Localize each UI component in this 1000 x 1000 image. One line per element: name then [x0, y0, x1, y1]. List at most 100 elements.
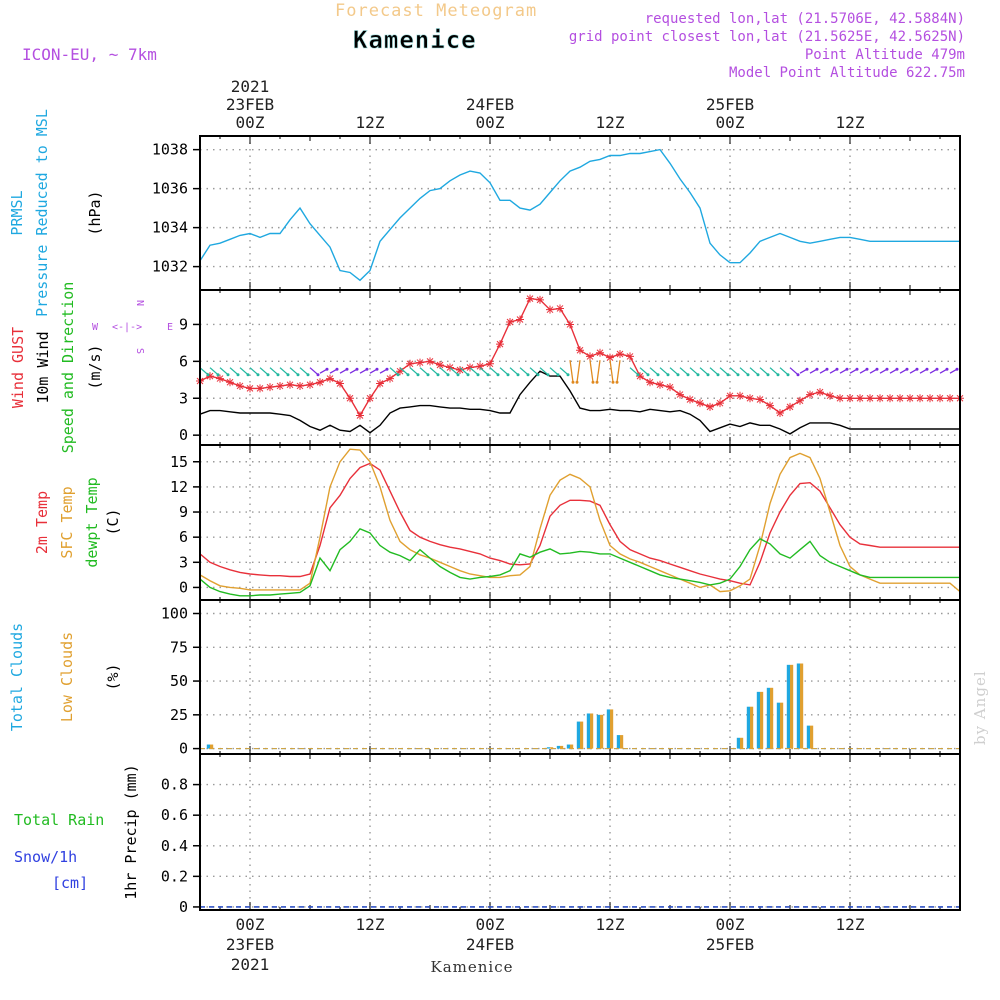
wind-arrow	[499, 367, 509, 376]
wind-arrow-head	[496, 373, 500, 377]
panel-unit: (m/s)	[86, 344, 104, 389]
gust-marker	[436, 361, 444, 370]
wind-arrow-head	[335, 367, 339, 371]
wind-arrow	[419, 367, 429, 376]
gust-marker	[656, 380, 664, 389]
wind-arrow	[749, 367, 759, 376]
wind-arrow-head	[365, 367, 369, 371]
series-line	[199, 148, 960, 282]
gust-marker	[206, 372, 214, 381]
wind-arrow	[789, 367, 799, 376]
y-tick-label: 9	[179, 503, 188, 521]
gust-marker	[626, 352, 634, 361]
wind-arrow-head	[556, 373, 560, 377]
gust-marker	[616, 349, 624, 358]
gust-marker	[276, 381, 284, 390]
gust-marker	[726, 391, 734, 400]
wind-arrow-head	[766, 373, 770, 377]
gust-marker	[476, 362, 484, 371]
gust-marker	[546, 305, 554, 314]
gust-marker	[526, 294, 534, 303]
cloud-bar	[806, 725, 810, 749]
wind-arrow	[459, 367, 469, 376]
wind-arrow-head	[256, 373, 260, 377]
wind-arrow-head	[536, 373, 540, 377]
panel-label: Total Clouds	[8, 623, 26, 731]
y-tick-label: 100	[161, 605, 188, 623]
panel-label: PRMSL	[8, 190, 26, 235]
cloud-bar	[586, 713, 590, 749]
gust-marker	[876, 394, 884, 403]
gust-marker	[366, 394, 374, 403]
gust-marker	[706, 402, 714, 411]
time-label-top: 25FEB	[706, 95, 754, 114]
y-tick-label: 3	[179, 389, 188, 407]
wind-arrow	[769, 367, 779, 376]
gust-marker	[866, 394, 874, 403]
wind-arrow	[479, 367, 489, 376]
cloud-bar	[570, 744, 574, 749]
wind-arrow	[616, 360, 621, 383]
y-tick-label: 15	[170, 453, 188, 471]
gust-marker	[896, 394, 904, 403]
watermark: by Angel	[971, 670, 989, 745]
gust-marker	[346, 394, 354, 403]
location-title: Kamenice	[353, 26, 477, 54]
cloud-bar	[580, 721, 584, 749]
wind-arrow-head	[575, 380, 579, 384]
wind-arrow-head	[885, 367, 889, 371]
cloud-bar	[736, 737, 740, 749]
cloud-bar	[796, 663, 800, 749]
panel-label: Low Clouds	[58, 632, 76, 722]
y-tick-label: 1038	[152, 141, 188, 159]
gust-marker	[506, 317, 514, 326]
wind-arrow	[759, 367, 769, 376]
wind-arrow-head	[316, 373, 320, 377]
y-tick-label: 25	[170, 706, 188, 724]
wind-arrow	[389, 367, 399, 376]
wind-arrow-head	[396, 373, 400, 377]
gust-marker	[356, 411, 364, 420]
y-tick-label: 12	[170, 478, 188, 496]
time-label-top: 00Z	[476, 113, 505, 132]
wind-arrow-head	[385, 367, 389, 371]
model-altitude: Model Point Altitude 622.75m	[729, 65, 965, 81]
wind-arrow	[429, 367, 439, 376]
wind-arrow-head	[746, 373, 750, 377]
wind-arrow-head	[805, 367, 809, 371]
panel-label: dewpt Temp	[83, 477, 101, 567]
wind-arrow	[669, 367, 679, 376]
wind-arrow-head	[756, 373, 760, 377]
panel-label: Wind GUST	[9, 327, 27, 408]
wind-arrow	[449, 367, 459, 376]
series-line	[199, 527, 960, 597]
panel-2: 0 3 6 9 W <-|-> E N S Wind GUST 10m Wind Speed and …	[9, 282, 964, 453]
gust-marker	[756, 395, 764, 404]
cloud-bar	[546, 747, 550, 749]
wind-arrow-head	[855, 367, 859, 371]
wind-arrow	[259, 367, 269, 376]
compass-rose: W <-|-> E N S	[92, 300, 173, 354]
wind-arrow-head	[446, 373, 450, 377]
cloud-bar	[560, 745, 564, 749]
gust-marker	[556, 304, 564, 313]
gust-marker	[666, 383, 674, 392]
wind-arrow-head	[915, 367, 919, 371]
gust-marker	[846, 394, 854, 403]
wind-arrow	[679, 367, 689, 376]
gust-marker	[306, 380, 314, 389]
y-tick-label: 0.6	[161, 806, 188, 824]
gust-marker	[316, 378, 324, 387]
wind-arrow-head	[615, 380, 619, 384]
wind-arrow-head	[506, 373, 510, 377]
gust-marker	[786, 402, 794, 411]
wind-arrow-head	[716, 373, 720, 377]
gust-marker	[396, 367, 404, 376]
wind-arrow	[569, 360, 574, 383]
gust-marker	[856, 394, 864, 403]
gust-marker	[566, 320, 574, 329]
wind-arrow-head	[206, 373, 210, 377]
gust-marker	[646, 378, 654, 387]
panel-unit: 1hr Precip (mm)	[122, 764, 140, 899]
